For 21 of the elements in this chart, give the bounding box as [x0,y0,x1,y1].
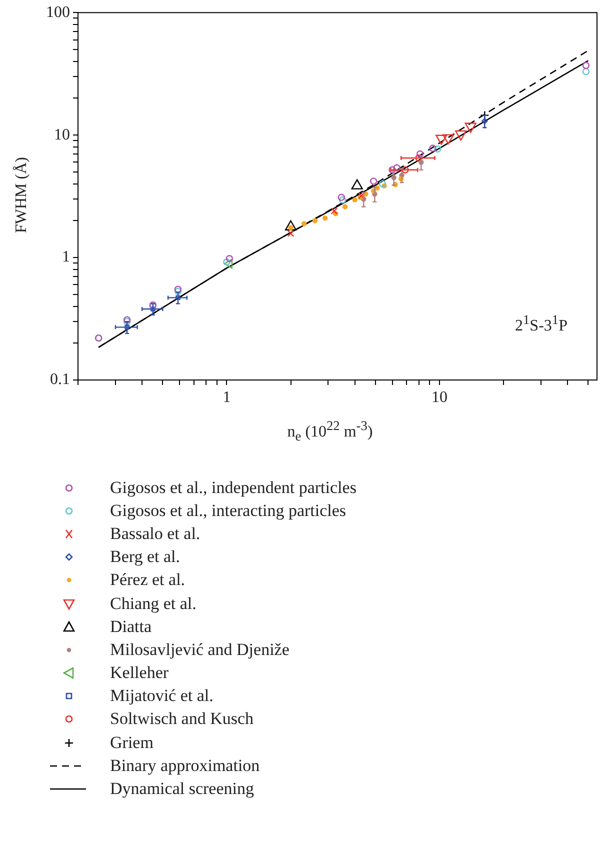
legend-label: Dynamical screening [110,779,254,800]
y-tick-label: 10 [54,126,70,144]
x-axis-title: n$_{e}$ (10$^{22}$ m$^{-3}$) [287,418,373,445]
y-tick-label: 1 [62,248,70,266]
legend-label: Soltwisch and Kusch [110,709,254,730]
legend-label: Mijatović et al. [110,686,214,706]
legend-label: Bassalo et al. [110,524,200,544]
legend-label: Griem [110,732,154,753]
annotation: 2$^{1}$S-3$^{1}$P [515,312,568,336]
y-tick-label: 0.1 [50,371,70,388]
y-tick-label: 100 [46,4,70,21]
legend-label: Gigosos et al., independent particles [110,478,356,498]
legend-label: Chiang et al. [110,594,196,614]
legend-label: Milosavljević and Djeniže [110,640,290,660]
legend-label: Gigosos et al., interacting particles [110,500,346,521]
legend-label: Berg et al. [110,547,180,568]
legend-label: Pérez et al. [110,570,186,590]
legend-label: Kelleher [110,663,169,684]
y-axis-title: FWHM (Å) [13,157,31,233]
legend-label: Diatta [110,616,152,637]
legend-label: Binary approximation [110,756,260,776]
